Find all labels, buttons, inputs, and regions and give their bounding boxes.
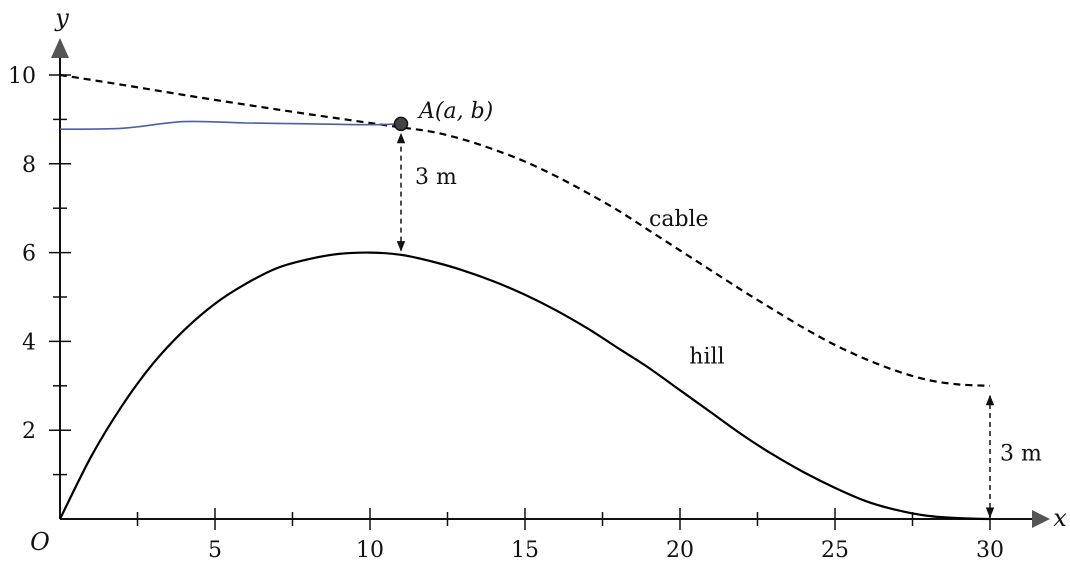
point-a-label: A(a, b) xyxy=(417,99,493,124)
hill-label: hill xyxy=(689,345,724,370)
y-tick-label: 8 xyxy=(22,153,36,178)
x-tick-label: 5 xyxy=(208,538,222,563)
y-tick-label: 2 xyxy=(22,419,36,444)
labels: 5 10 15 20 25 30 2 4 6 8 10 y x O A(a, b) 3 m 3 m cable hi… xyxy=(8,4,1067,563)
y-axis-title: y xyxy=(54,4,69,32)
x-axis-title: x xyxy=(1053,504,1067,532)
curves xyxy=(59,73,991,521)
cable-curve xyxy=(59,73,991,387)
y-axis-arrowhead xyxy=(51,38,69,58)
x-tick-label: 30 xyxy=(976,538,1004,563)
x-tick-label: 10 xyxy=(356,538,384,563)
dimension-label: 3 m xyxy=(1000,441,1042,466)
y-tick-label: 4 xyxy=(22,330,36,355)
pen-line-curve xyxy=(59,120,402,130)
cable-label: cable xyxy=(649,207,709,232)
axes xyxy=(49,38,1050,530)
y-tick-label: 10 xyxy=(8,64,36,89)
x-axis-arrowhead xyxy=(1032,510,1050,528)
dimension-label: 3 m xyxy=(415,165,457,190)
x-tick-label: 15 xyxy=(511,538,539,563)
x-tick-label: 20 xyxy=(666,538,694,563)
marks xyxy=(393,116,995,519)
y-tick-label: 6 xyxy=(22,242,36,267)
point-a xyxy=(393,116,409,132)
x-tick-label: 25 xyxy=(821,538,849,563)
origin-label: O xyxy=(30,528,50,556)
hill-curve xyxy=(59,251,991,521)
